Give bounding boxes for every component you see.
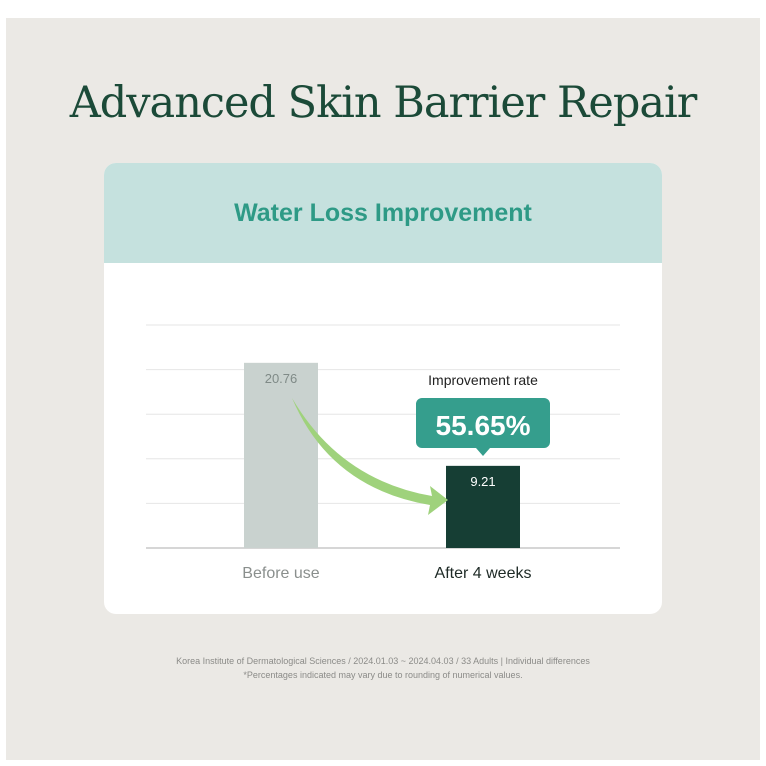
bar-value-label: 9.21 bbox=[470, 474, 495, 489]
category-label: Before use bbox=[242, 565, 319, 582]
footnote-source: Korea Institute of Dermatological Scienc… bbox=[176, 656, 590, 666]
page-title: Advanced Skin Barrier Repair bbox=[69, 78, 698, 128]
footnote-rounding: *Percentages indicated may vary due to r… bbox=[243, 670, 523, 680]
bar bbox=[244, 362, 318, 548]
card-title: Water Loss Improvement bbox=[104, 163, 662, 263]
annotation-value: 55.65% bbox=[436, 410, 531, 441]
bar-value-label: 20.76 bbox=[265, 371, 298, 386]
annotation-bubble bbox=[416, 398, 550, 456]
category-label: After 4 weeks bbox=[435, 565, 532, 582]
annotation-label: Improvement rate bbox=[428, 372, 538, 388]
chart-card: Water Loss Improvement bbox=[104, 163, 662, 614]
bar bbox=[446, 465, 520, 548]
decrease-arrow bbox=[292, 398, 448, 515]
